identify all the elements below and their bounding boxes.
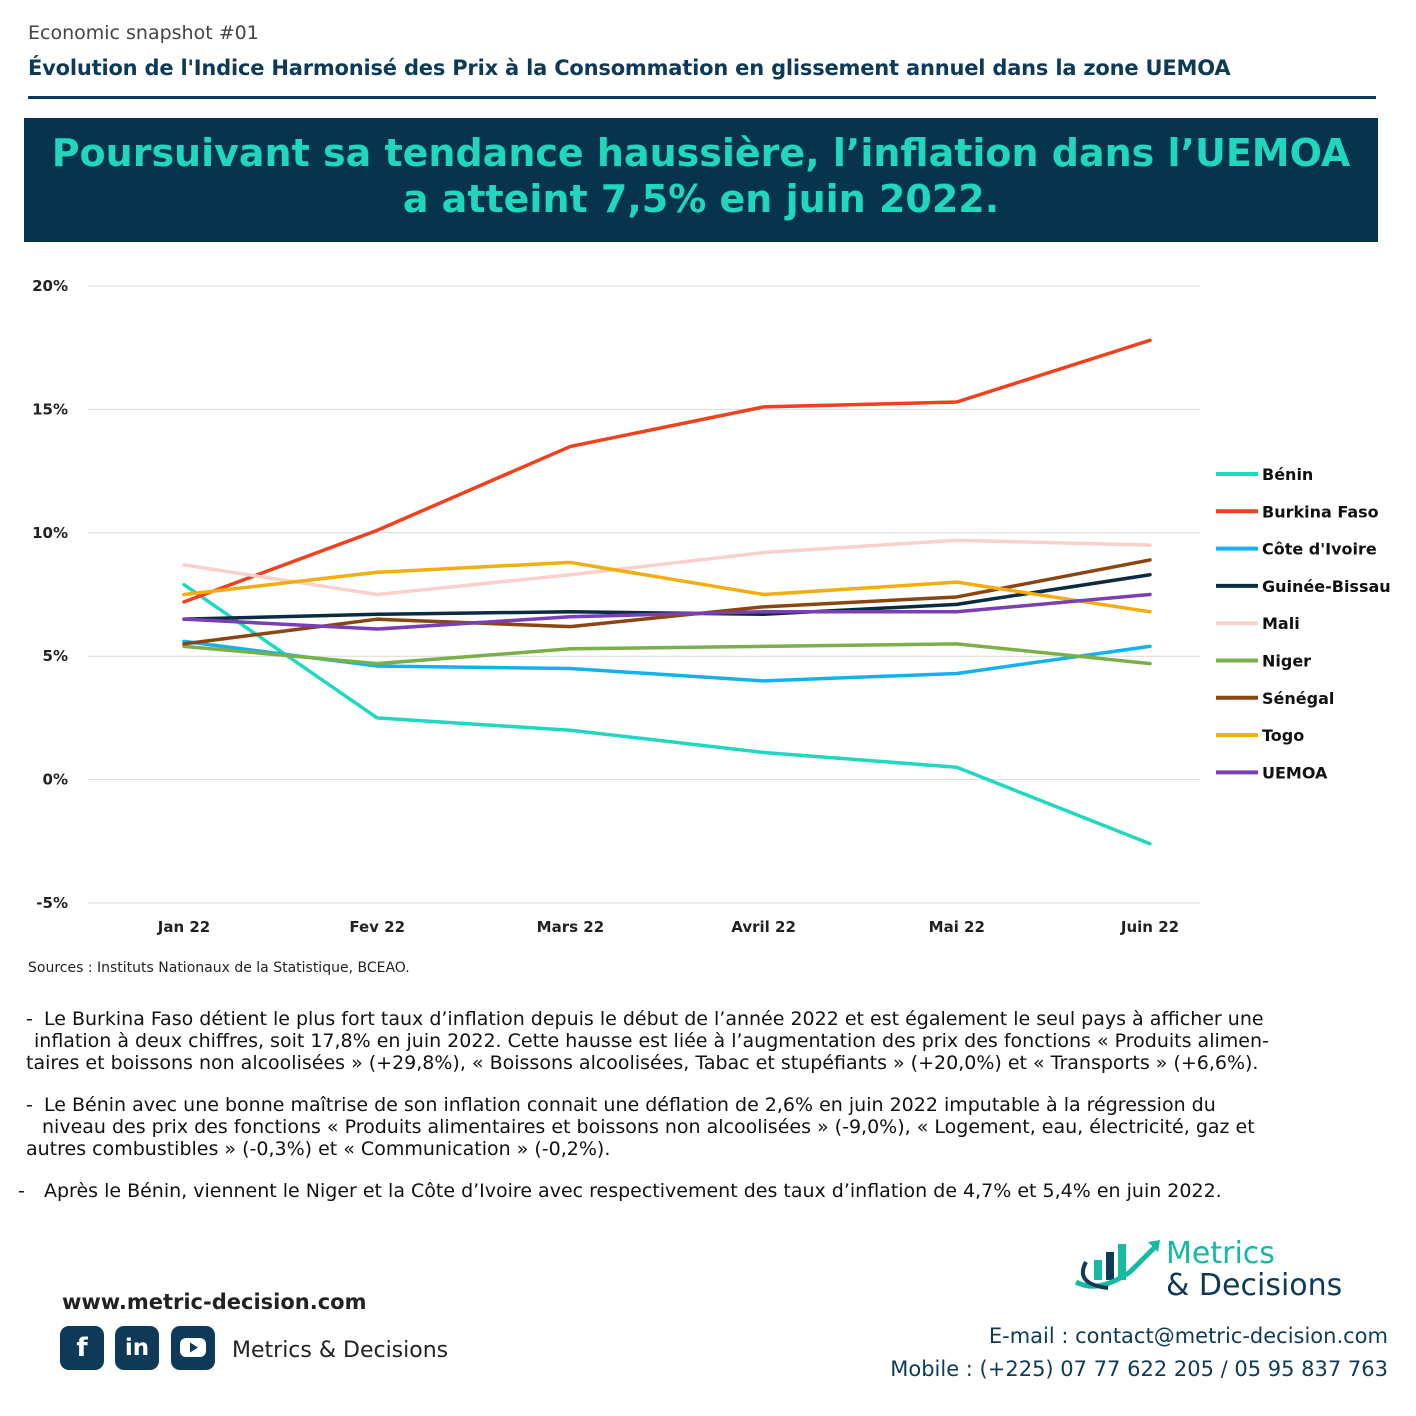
y-tick-label: 20% bbox=[32, 277, 68, 295]
sources-note: Sources : Instituts Nationaux de la Stat… bbox=[28, 960, 410, 976]
logo-text-decisions: & Decisions bbox=[1166, 1268, 1343, 1303]
legend-entry: Côte d'Ivoire bbox=[1262, 540, 1377, 559]
bullet-dash: - bbox=[26, 1008, 33, 1030]
contact-mobile: Mobile : (+225) 07 77 622 205 / 05 95 83… bbox=[890, 1357, 1388, 1381]
headline-banner: Poursuivant sa tendance haussière, l’inf… bbox=[24, 118, 1378, 242]
bullet-dash: - bbox=[26, 1094, 33, 1116]
legend-entry: UEMOA bbox=[1262, 763, 1328, 782]
headline-line-1: Poursuivant sa tendance haussière, l’inf… bbox=[51, 131, 1351, 175]
y-tick-label: -5% bbox=[36, 894, 68, 912]
bullet-dash: - bbox=[18, 1180, 25, 1202]
contact-email[interactable]: E-mail : contact@metric-decision.com bbox=[988, 1324, 1388, 1348]
paragraph-niger-civ: - Après le Bénin, viennent le Niger et l… bbox=[18, 1180, 1222, 1202]
legend-entry: Niger bbox=[1262, 652, 1311, 671]
x-tick-label: Juin 22 bbox=[1120, 918, 1179, 936]
legend-entry: Sénégal bbox=[1262, 689, 1334, 708]
paragraph-line: Après le Bénin, viennent le Niger et la … bbox=[44, 1180, 1222, 1202]
legend-entry: Bénin bbox=[1262, 465, 1313, 484]
paragraph-benin: - Le Bénin avec une bonne maîtrise de so… bbox=[26, 1094, 1255, 1160]
series-line bbox=[182, 338, 1152, 604]
header-divider bbox=[28, 96, 1376, 99]
headline-line-2: a atteint 7,5% en juin 2022. bbox=[402, 177, 1000, 221]
x-tick-label: Fev 22 bbox=[349, 918, 405, 936]
y-tick-label: 15% bbox=[32, 400, 68, 418]
x-tick-label: Mai 22 bbox=[929, 918, 985, 936]
y-tick-label: 10% bbox=[32, 524, 68, 542]
series-line bbox=[182, 560, 1152, 614]
series-line bbox=[182, 582, 1152, 846]
x-tick-label: Avril 22 bbox=[731, 918, 796, 936]
legend-entry: Togo bbox=[1262, 726, 1304, 745]
x-tick-label: Mars 22 bbox=[537, 918, 604, 936]
x-tick-label: Jan 22 bbox=[157, 918, 210, 936]
facebook-icon[interactable]: f bbox=[60, 1326, 104, 1370]
snapshot-label: Economic snapshot #01 bbox=[28, 22, 259, 44]
series-line bbox=[182, 538, 1152, 597]
inflation-line-chart: 20% 15% 10% 5% 0% -5% Jan 22 Fev 22 Mars 22 Avril… bbox=[32, 277, 1391, 936]
y-tick-label: 5% bbox=[43, 647, 68, 665]
paragraph-line: niveau des prix des fonctions « Produits… bbox=[42, 1116, 1255, 1138]
brand-name: Metrics & Decisions bbox=[232, 1338, 449, 1363]
logo-text-metrics: Metrics bbox=[1166, 1236, 1275, 1271]
paragraph-line: Le Burkina Faso détient le plus fort tau… bbox=[44, 1008, 1264, 1030]
legend-entry: Burkina Faso bbox=[1262, 502, 1379, 521]
paragraph-line: taires et boissons non alcoolisées » (+2… bbox=[26, 1052, 1259, 1074]
legend-entry: Mali bbox=[1262, 614, 1300, 633]
y-tick-label: 0% bbox=[43, 771, 68, 789]
website-link[interactable]: www.metric-decision.com bbox=[62, 1290, 367, 1314]
youtube-icon[interactable] bbox=[171, 1326, 215, 1370]
paragraph-burkina: - Le Burkina Faso détient le plus fort t… bbox=[26, 1008, 1269, 1074]
bar-chart-swoosh-icon bbox=[1074, 1240, 1160, 1290]
page-subtitle: Évolution de l'Indice Harmonisé des Prix… bbox=[28, 56, 1231, 80]
series-line bbox=[182, 592, 1152, 631]
paragraph-line: Le Bénin avec une bonne maîtrise de son … bbox=[44, 1094, 1216, 1116]
legend-entry: Guinée-Bissau bbox=[1262, 577, 1391, 596]
linkedin-icon[interactable]: in bbox=[115, 1326, 159, 1370]
series-line bbox=[182, 558, 1152, 646]
series-line bbox=[182, 642, 1152, 666]
paragraph-line: autres combustibles » (-0,3%) et « Commu… bbox=[26, 1138, 611, 1160]
paragraph-line: inflation à deux chiffres, soit 17,8% en… bbox=[34, 1030, 1269, 1052]
